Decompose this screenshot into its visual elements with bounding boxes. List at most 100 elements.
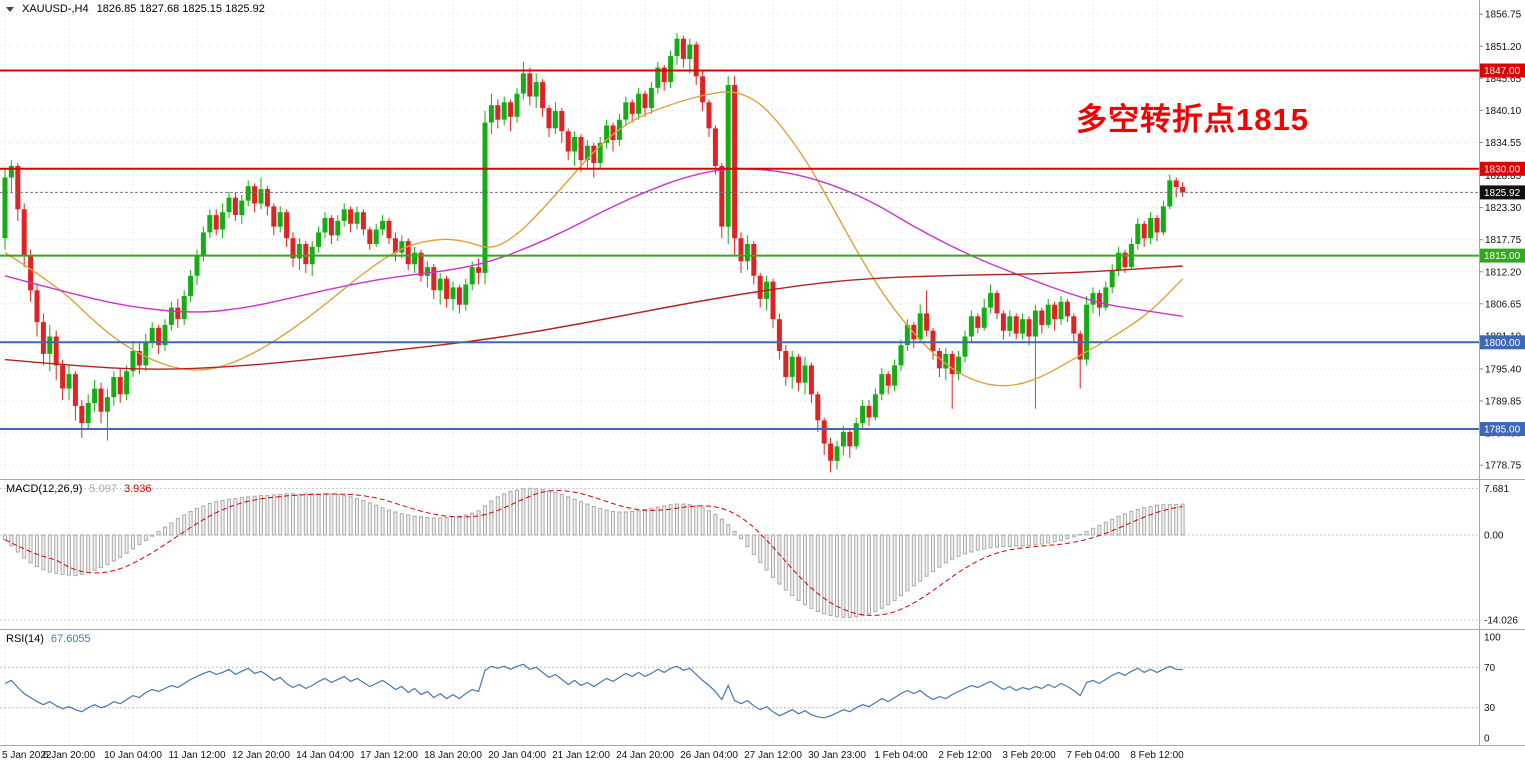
candle-body	[572, 137, 578, 152]
macd-histogram-bar	[809, 534, 814, 609]
candle-body	[712, 128, 718, 166]
candle-body	[271, 206, 277, 227]
macd-histogram-bar	[143, 534, 148, 541]
candle-body	[776, 319, 782, 351]
symbol-menu-arrow-icon[interactable]	[6, 6, 14, 12]
price-level-badge-label: 1815.00	[1484, 251, 1521, 262]
candle-body	[1045, 304, 1051, 325]
candle-body	[258, 189, 264, 204]
macd-histogram-bar	[355, 498, 359, 536]
candle-body	[117, 377, 123, 395]
macd-histogram-bar	[1174, 503, 1179, 536]
candle-body	[540, 82, 546, 109]
macd-histogram-bar	[643, 509, 647, 536]
macd-histogram-bar	[796, 534, 801, 601]
time-axis-label: 3 Feb 20:00	[1002, 750, 1056, 761]
candle-body	[412, 252, 418, 265]
candle-body	[981, 307, 987, 328]
macd-histogram-bar	[918, 534, 923, 582]
candle-body	[290, 238, 296, 259]
macd-histogram-bar	[1033, 534, 1038, 546]
macd-histogram-bar	[22, 534, 27, 559]
macd-histogram-bar	[316, 493, 321, 536]
macd-histogram-bar	[534, 488, 539, 536]
candle-body	[1154, 218, 1160, 233]
macd-histogram-bar	[988, 534, 993, 549]
candle-body	[367, 229, 373, 244]
macd-histogram-bar	[566, 496, 571, 536]
macd-histogram-bar	[239, 496, 244, 536]
macd-histogram-bar	[118, 534, 123, 558]
ma-slow-darkred-line	[4, 265, 1183, 370]
macd-histogram-bar	[463, 514, 468, 536]
candle-body	[1007, 316, 1013, 331]
macd-histogram-bar	[675, 503, 679, 536]
candle-body	[296, 244, 302, 259]
rsi-name: RSI(14)	[6, 633, 44, 645]
macd-histogram-bar	[259, 495, 263, 536]
candle-body	[21, 209, 27, 256]
macd-histogram-bar	[1161, 504, 1166, 536]
macd-histogram-bar	[15, 534, 20, 553]
candle-body	[1173, 180, 1179, 187]
candle-body	[316, 232, 322, 247]
candle-body	[98, 388, 104, 412]
candle-body	[578, 137, 584, 161]
candle-body	[34, 290, 40, 323]
candle-body	[277, 212, 283, 227]
macd-histogram-bar	[1110, 518, 1115, 536]
candle-body	[700, 76, 706, 103]
macd-histogram-bar	[188, 510, 193, 536]
macd-histogram-bar	[803, 534, 807, 606]
macd-histogram-bar	[67, 534, 71, 576]
candle-body	[495, 105, 501, 120]
macd-histogram-bar	[54, 534, 59, 574]
candle-body	[821, 420, 827, 444]
candle-body	[124, 371, 130, 395]
candle-body	[456, 287, 462, 305]
candle-body	[604, 125, 610, 143]
time-axis-label: 5 Jan 2022	[2, 750, 52, 761]
candle-body	[1058, 301, 1064, 320]
macd-histogram-bar	[732, 530, 737, 536]
macd-histogram-bar	[41, 534, 46, 570]
price-axis-label: 1840.10	[1485, 106, 1522, 117]
candle-body	[527, 73, 533, 97]
candle-body	[252, 186, 258, 204]
candle-body	[930, 330, 936, 351]
candle-body	[450, 287, 456, 299]
macd-histogram-bar	[668, 504, 673, 536]
macd-histogram-bar	[502, 493, 507, 536]
candle-body	[706, 102, 712, 129]
rsi-scale-label: 100	[1484, 633, 1501, 644]
macd-histogram-bar	[745, 534, 750, 547]
candle-body	[482, 122, 488, 273]
macd-histogram-bar	[559, 493, 564, 536]
macd-histogram-bar	[1007, 534, 1012, 547]
macd-histogram-bar	[438, 517, 443, 536]
macd-histogram-bar	[310, 493, 315, 536]
candle-body	[975, 316, 981, 328]
macd-histogram-bar	[284, 493, 289, 536]
price-axis-label: 1778.75	[1485, 461, 1522, 472]
macd-histogram-bar	[822, 534, 827, 615]
macd-histogram-bar	[1148, 506, 1153, 536]
macd-histogram-bar	[35, 534, 39, 567]
candle-body	[642, 93, 648, 109]
macd-histogram-bar	[553, 492, 558, 536]
macd-histogram-bar	[739, 534, 743, 540]
candle-body	[840, 431, 846, 447]
macd-histogram-bar	[943, 534, 948, 564]
macd-histogram-bar	[291, 493, 295, 536]
candle-body	[1090, 293, 1096, 305]
macd-histogram-bar	[271, 494, 276, 536]
macd-histogram-bar	[687, 504, 692, 536]
macd-histogram-bar	[111, 534, 116, 562]
macd-histogram-bar	[380, 507, 385, 536]
candle-body	[1096, 293, 1102, 308]
candle-body	[143, 342, 149, 366]
candle-body	[1116, 252, 1122, 270]
macd-histogram-bar	[604, 509, 609, 536]
candle-body	[130, 351, 136, 372]
